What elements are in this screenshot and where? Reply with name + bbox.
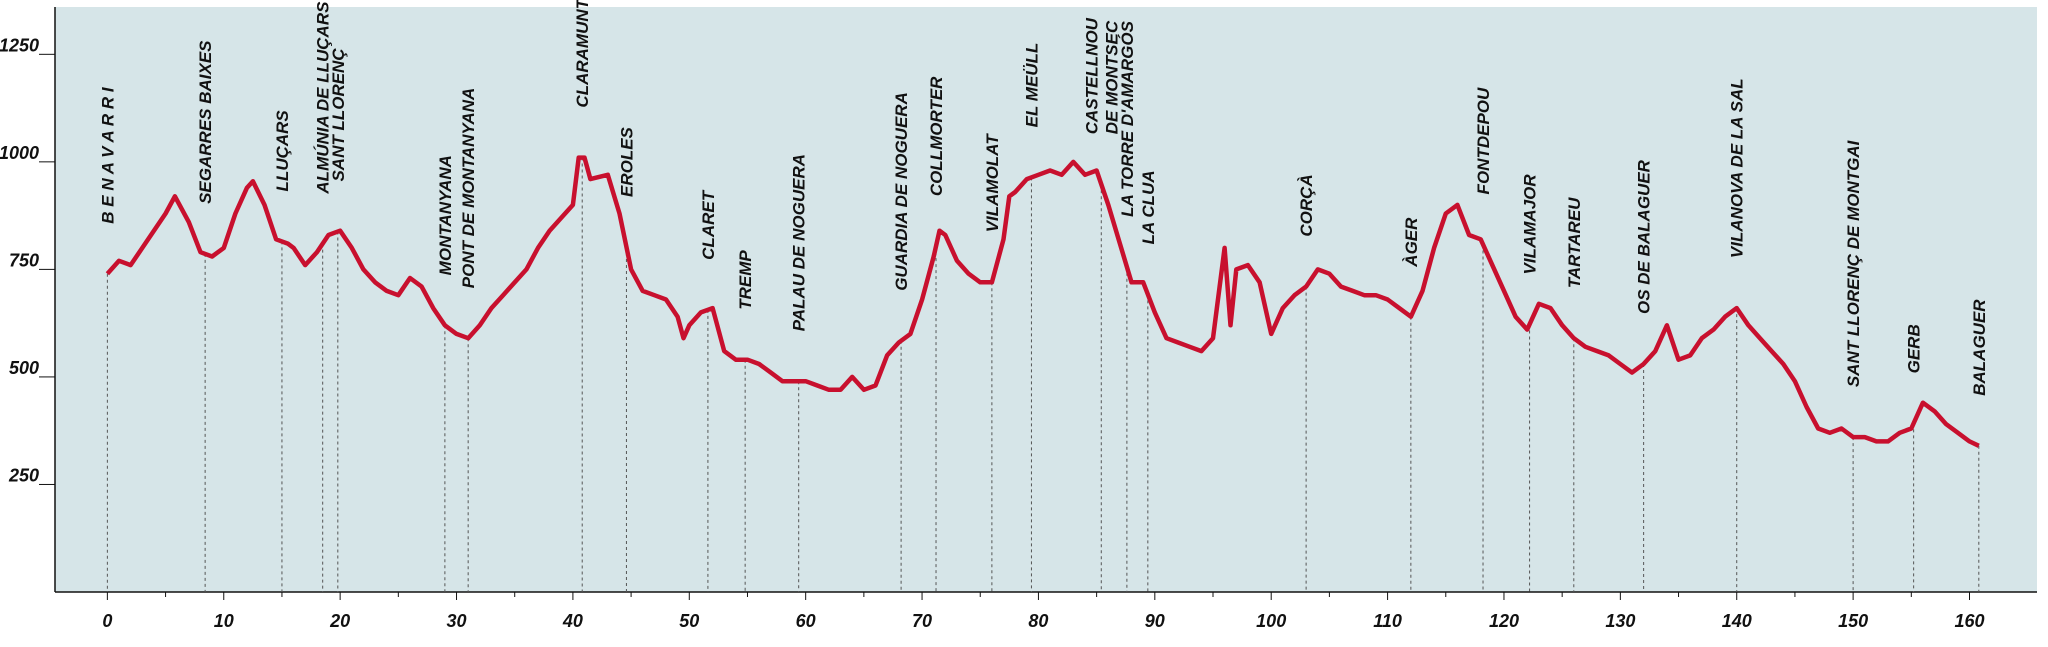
place-label: SEGARRES BAIXES: [196, 40, 215, 204]
place-label: B E N A V A R R I: [98, 86, 117, 224]
x-tick-label: 80: [1028, 611, 1048, 631]
place-label: VILAMOLAT: [983, 133, 1002, 233]
x-tick-label: 30: [447, 611, 467, 631]
x-tick-label: 50: [679, 611, 699, 631]
x-tick-label: 150: [1838, 611, 1868, 631]
place-label: LA CLUA: [1139, 170, 1158, 244]
place-label: CLARET: [699, 189, 718, 260]
place-label: PALAU DE NOGUERA: [790, 154, 809, 331]
place-label: PONT DE MONTANYANA: [459, 88, 478, 289]
place-label: DE MONTSEC: [1102, 20, 1121, 134]
x-tick-label: 20: [329, 611, 350, 631]
x-tick-label: 60: [796, 611, 816, 631]
place-label: MONTANYANA: [436, 155, 455, 275]
x-tick-label: 100: [1256, 611, 1286, 631]
place-label: BALAGUER: [1970, 299, 1989, 396]
place-label: GUARDIA DE NOGUERA: [892, 92, 911, 291]
place-label: EL MEÜLL: [1022, 43, 1041, 128]
place-label: TARTAREU: [1565, 197, 1584, 288]
place-label: OS DE BALAGUER: [1635, 159, 1654, 314]
place-label: LLUÇARS: [273, 110, 292, 192]
place-label: CORÇÀ: [1297, 174, 1316, 236]
y-tick-label: 750: [9, 250, 39, 270]
place-label: ÀGER: [1402, 217, 1421, 268]
x-tick-label: 110: [1373, 611, 1402, 631]
place-label: VILAMAJOR: [1521, 174, 1540, 275]
elevation-line: [105, 155, 1980, 448]
place-label: VILANOVA DE LA SAL: [1728, 78, 1747, 258]
place-label: LA TORRE D'AMARGÓS: [1118, 20, 1137, 216]
place-label: TREMP: [736, 250, 755, 310]
x-tick-label: 70: [912, 611, 932, 631]
x-tick-label: 10: [214, 611, 234, 631]
place-label: GERB: [1905, 324, 1924, 373]
place-label: EROLES: [617, 126, 636, 197]
x-tick-label: 120: [1489, 611, 1519, 631]
y-tick-label: 1000: [0, 143, 39, 163]
place-label: SANT LLORENÇ: [329, 48, 348, 182]
x-tick-label: 160: [1954, 611, 1984, 631]
x-tick-label: 90: [1145, 611, 1165, 631]
place-label: ALMÚNIA DE LLUÇARS: [314, 1, 333, 195]
x-tick-label: 140: [1722, 611, 1752, 631]
place-label: CLARAMUNT: [573, 0, 592, 108]
place-label: FONTDEPOU: [1474, 87, 1493, 194]
y-tick-label: 250: [8, 465, 39, 485]
y-tick-label: 1250: [0, 35, 39, 55]
x-tick-label: 130: [1605, 611, 1635, 631]
place-label: CASTELLNOU: [1082, 17, 1101, 134]
y-tick-label: 500: [9, 358, 39, 378]
place-label: SANT LLORENÇ DE MONTGAI: [1844, 139, 1863, 387]
x-tick-label: 40: [562, 611, 583, 631]
place-label: COLLMORTER: [927, 76, 946, 196]
plot-background: [55, 7, 2037, 592]
x-tick-label: 0: [102, 611, 112, 631]
